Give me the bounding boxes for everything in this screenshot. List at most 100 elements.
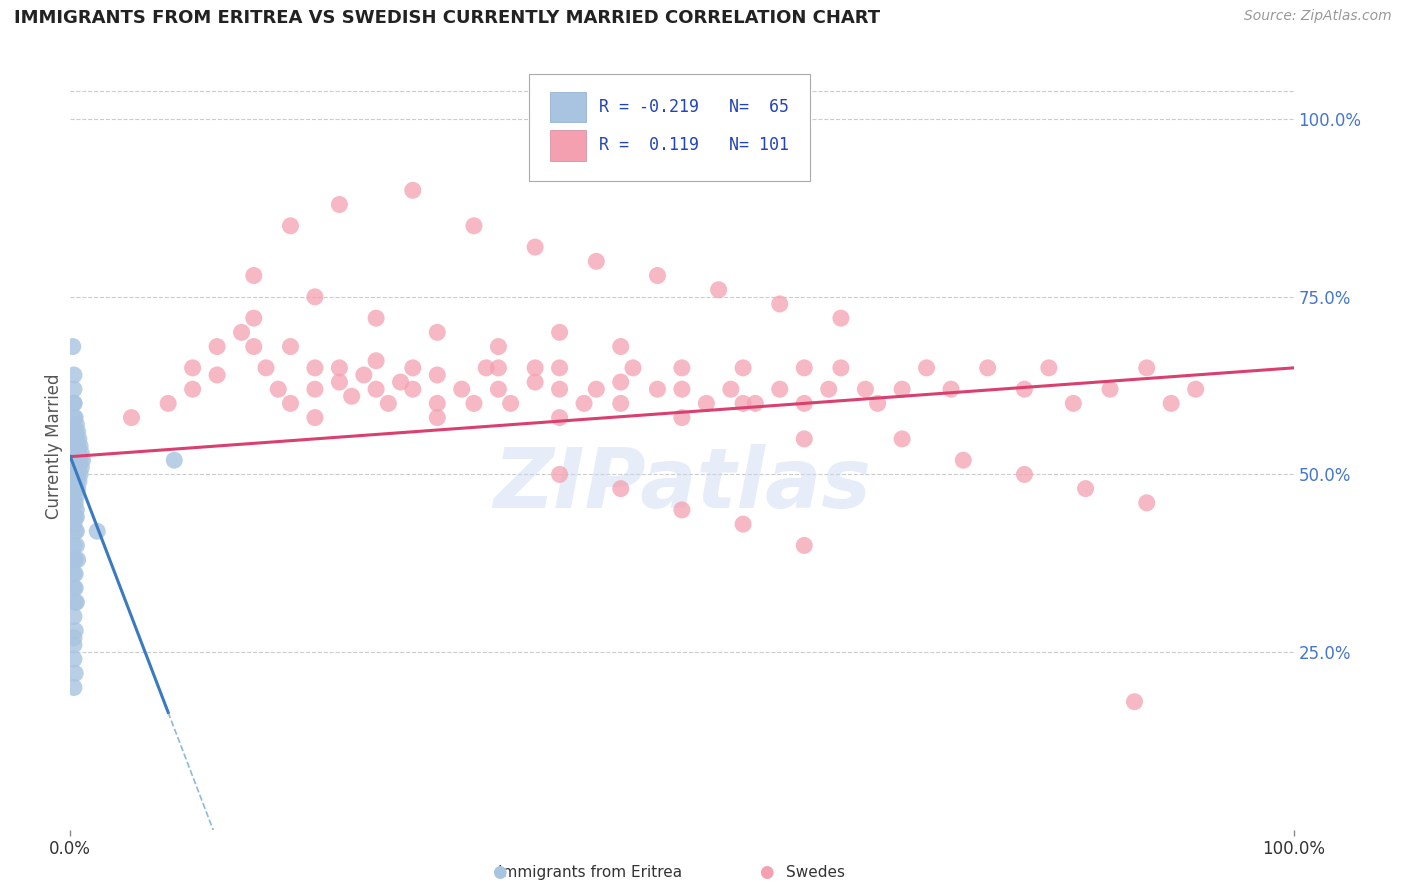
Point	[63, 439, 86, 453]
Point	[733, 517, 755, 532]
Point	[488, 360, 510, 375]
Point	[524, 240, 547, 254]
Point	[499, 396, 522, 410]
Point	[548, 410, 571, 425]
Point	[733, 360, 755, 375]
Point	[328, 197, 350, 211]
Point	[63, 425, 86, 439]
Text: ●: ●	[492, 863, 506, 881]
Point	[695, 396, 717, 410]
Point	[63, 652, 86, 666]
Point	[67, 475, 90, 489]
Point	[63, 425, 86, 439]
Point	[63, 467, 86, 482]
Point	[1136, 360, 1159, 375]
Point	[707, 283, 730, 297]
Point	[524, 375, 547, 389]
Point	[280, 340, 302, 354]
Point	[63, 595, 86, 609]
Point	[366, 311, 388, 326]
Point	[205, 340, 228, 354]
Point	[63, 510, 86, 524]
Point	[66, 467, 89, 482]
Point	[671, 382, 693, 396]
Point	[952, 453, 974, 467]
Point	[67, 460, 90, 475]
Point	[65, 460, 87, 475]
Point	[63, 510, 86, 524]
Point	[254, 360, 277, 375]
Point	[830, 360, 852, 375]
Point	[1014, 467, 1036, 482]
Point	[426, 410, 449, 425]
Point	[65, 538, 87, 552]
Point	[63, 496, 86, 510]
Point	[63, 410, 86, 425]
Point	[304, 382, 326, 396]
Point	[63, 624, 86, 638]
Point	[610, 396, 633, 410]
Bar	[550, 130, 586, 161]
Point	[63, 453, 86, 467]
Point	[67, 432, 90, 446]
Point	[231, 326, 253, 340]
Text: ●: ●	[759, 863, 773, 881]
Point	[585, 382, 607, 396]
Point	[1062, 396, 1084, 410]
Point	[157, 396, 180, 410]
Point	[280, 219, 302, 233]
Point	[86, 524, 108, 539]
Point	[366, 353, 388, 368]
Point	[1099, 382, 1122, 396]
Point	[475, 360, 498, 375]
Point	[243, 311, 266, 326]
Point	[65, 595, 87, 609]
Point	[1074, 482, 1097, 496]
Point	[426, 326, 449, 340]
Point	[63, 681, 86, 695]
Point	[63, 566, 86, 581]
Point	[463, 396, 485, 410]
Point	[267, 382, 290, 396]
Point	[621, 360, 644, 375]
Text: R =  0.119   N= 101: R = 0.119 N= 101	[599, 136, 789, 154]
Point	[280, 396, 302, 410]
Text: R = -0.219   N=  65: R = -0.219 N= 65	[599, 98, 789, 116]
Point	[63, 552, 86, 566]
Text: IMMIGRANTS FROM ERITREA VS SWEDISH CURRENTLY MARRIED CORRELATION CHART: IMMIGRANTS FROM ERITREA VS SWEDISH CURRE…	[14, 9, 880, 27]
Point	[63, 368, 86, 382]
Point	[976, 360, 998, 375]
Point	[402, 183, 425, 197]
Point	[65, 475, 87, 489]
Point	[69, 467, 91, 482]
Point	[63, 552, 86, 566]
Point	[63, 524, 86, 539]
Point	[1123, 695, 1146, 709]
Point	[548, 360, 571, 375]
Point	[769, 297, 792, 311]
Point	[548, 467, 571, 482]
Point	[63, 566, 86, 581]
Point	[63, 496, 86, 510]
Point	[63, 638, 86, 652]
Point	[63, 581, 86, 595]
Point	[793, 396, 815, 410]
Point	[243, 268, 266, 283]
Point	[1184, 382, 1206, 396]
Point	[181, 360, 204, 375]
Y-axis label: Currently Married: Currently Married	[45, 373, 63, 519]
Point	[63, 396, 86, 410]
Text: ZIPatlas: ZIPatlas	[494, 444, 870, 524]
Point	[328, 360, 350, 375]
Point	[915, 360, 938, 375]
Point	[63, 538, 86, 552]
Point	[63, 410, 86, 425]
Point	[647, 382, 669, 396]
Point	[891, 432, 914, 446]
Point	[65, 489, 87, 503]
Point	[671, 503, 693, 517]
Point	[866, 396, 889, 410]
Point	[63, 482, 86, 496]
Point	[939, 382, 962, 396]
Point	[450, 382, 472, 396]
